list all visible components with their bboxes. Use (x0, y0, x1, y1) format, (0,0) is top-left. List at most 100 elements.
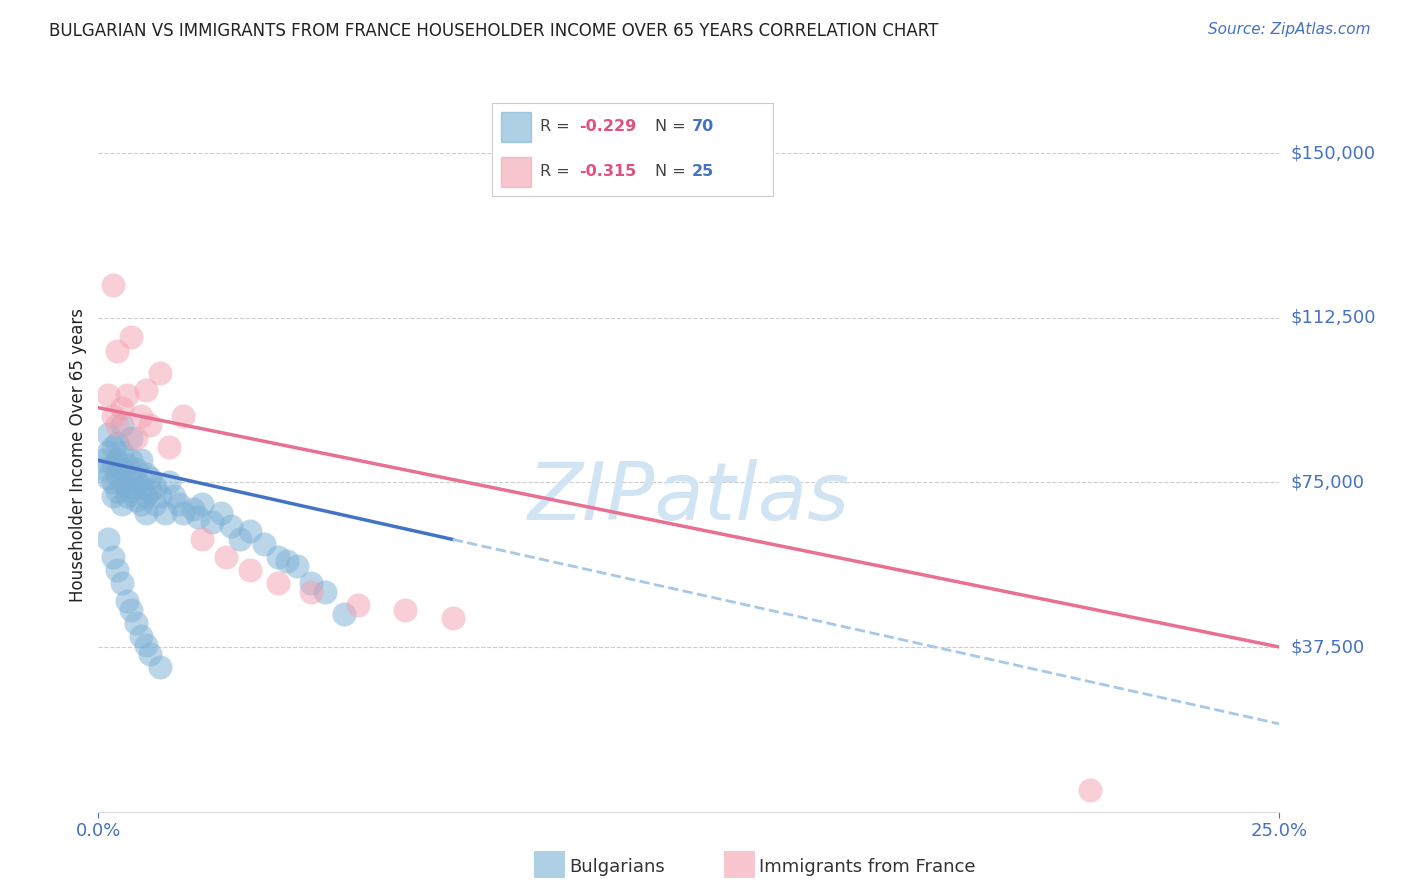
Point (347, 599, 370, 613)
Point (153, 506, 176, 520)
Point (121, 453, 143, 467)
Point (115, 387, 138, 401)
Text: R =: R = (540, 164, 575, 179)
Point (111, 497, 134, 511)
Point (172, 506, 194, 520)
Text: Immigrants from France: Immigrants from France (759, 858, 976, 876)
Point (101, 549, 124, 564)
Point (97, 387, 120, 401)
Point (111, 576, 134, 591)
Point (149, 489, 172, 503)
Text: N =: N = (655, 120, 692, 135)
Point (115, 594, 138, 608)
Text: BULGARIAN VS IMMIGRANTS FROM FRANCE HOUSEHOLDER INCOME OVER 65 YEARS CORRELATION: BULGARIAN VS IMMIGRANTS FROM FRANCE HOUS… (49, 22, 939, 40)
Point (157, 475, 180, 490)
Point (105, 343, 128, 358)
Point (135, 489, 157, 503)
Point (239, 524, 262, 538)
Point (191, 497, 214, 511)
Point (111, 401, 134, 415)
Text: ZIPatlas: ZIPatlas (527, 458, 851, 537)
Point (129, 480, 152, 494)
Point (394, 603, 416, 617)
Text: $37,500: $37,500 (1291, 638, 1365, 656)
Point (105, 467, 128, 481)
Text: Bulgarians: Bulgarians (569, 858, 665, 876)
Point (125, 492, 148, 507)
Text: $112,500: $112,500 (1291, 309, 1376, 326)
Point (115, 489, 138, 503)
Point (125, 475, 148, 490)
Point (299, 585, 322, 599)
Text: R =: R = (540, 120, 575, 135)
Point (105, 563, 128, 577)
Point (115, 480, 138, 494)
Point (229, 533, 252, 547)
Y-axis label: Householder Income Over 65 years: Householder Income Over 65 years (69, 308, 87, 602)
Point (111, 444, 134, 458)
Bar (501, 112, 531, 142)
Point (187, 510, 209, 524)
Point (125, 462, 148, 476)
Point (91, 462, 114, 476)
Point (135, 506, 157, 520)
Point (101, 409, 124, 424)
Point (333, 607, 356, 621)
Point (97, 471, 120, 485)
Point (135, 638, 157, 652)
Point (276, 554, 298, 568)
Point (181, 501, 204, 516)
Point (139, 418, 162, 433)
Text: 70: 70 (692, 120, 714, 135)
Point (139, 647, 162, 661)
Point (125, 615, 148, 630)
Point (129, 629, 152, 643)
Point (139, 484, 162, 499)
Text: -0.315: -0.315 (579, 164, 637, 179)
Point (129, 453, 152, 467)
Text: N =: N = (655, 164, 692, 179)
Point (121, 471, 143, 485)
Text: $150,000: $150,000 (1291, 144, 1375, 162)
Point (143, 480, 166, 494)
Point (135, 383, 157, 397)
Point (285, 558, 308, 573)
Point (209, 506, 232, 520)
Point (172, 409, 194, 424)
Point (441, 611, 464, 625)
Point (267, 549, 290, 564)
Point (135, 467, 157, 481)
Point (111, 475, 134, 490)
Point (167, 497, 190, 511)
Point (129, 409, 152, 424)
Point (105, 418, 128, 433)
Point (97, 533, 120, 547)
Point (105, 453, 128, 467)
Point (299, 576, 322, 591)
Text: $75,000: $75,000 (1291, 474, 1365, 491)
Point (314, 585, 336, 599)
Point (121, 330, 143, 344)
Point (111, 418, 134, 433)
Point (125, 432, 148, 446)
Point (139, 471, 162, 485)
Point (129, 497, 152, 511)
Point (143, 497, 166, 511)
Point (201, 515, 224, 529)
Text: 25: 25 (692, 164, 714, 179)
Point (149, 366, 172, 380)
Point (97, 427, 120, 442)
Point (1080, 782, 1102, 797)
Point (163, 489, 186, 503)
Point (105, 435, 128, 450)
Point (215, 549, 238, 564)
Point (91, 453, 114, 467)
Bar (501, 157, 531, 187)
Point (121, 603, 143, 617)
Point (157, 440, 180, 454)
Point (101, 440, 124, 454)
Point (105, 484, 128, 499)
Point (239, 563, 262, 577)
Point (219, 519, 242, 533)
Point (101, 458, 124, 472)
